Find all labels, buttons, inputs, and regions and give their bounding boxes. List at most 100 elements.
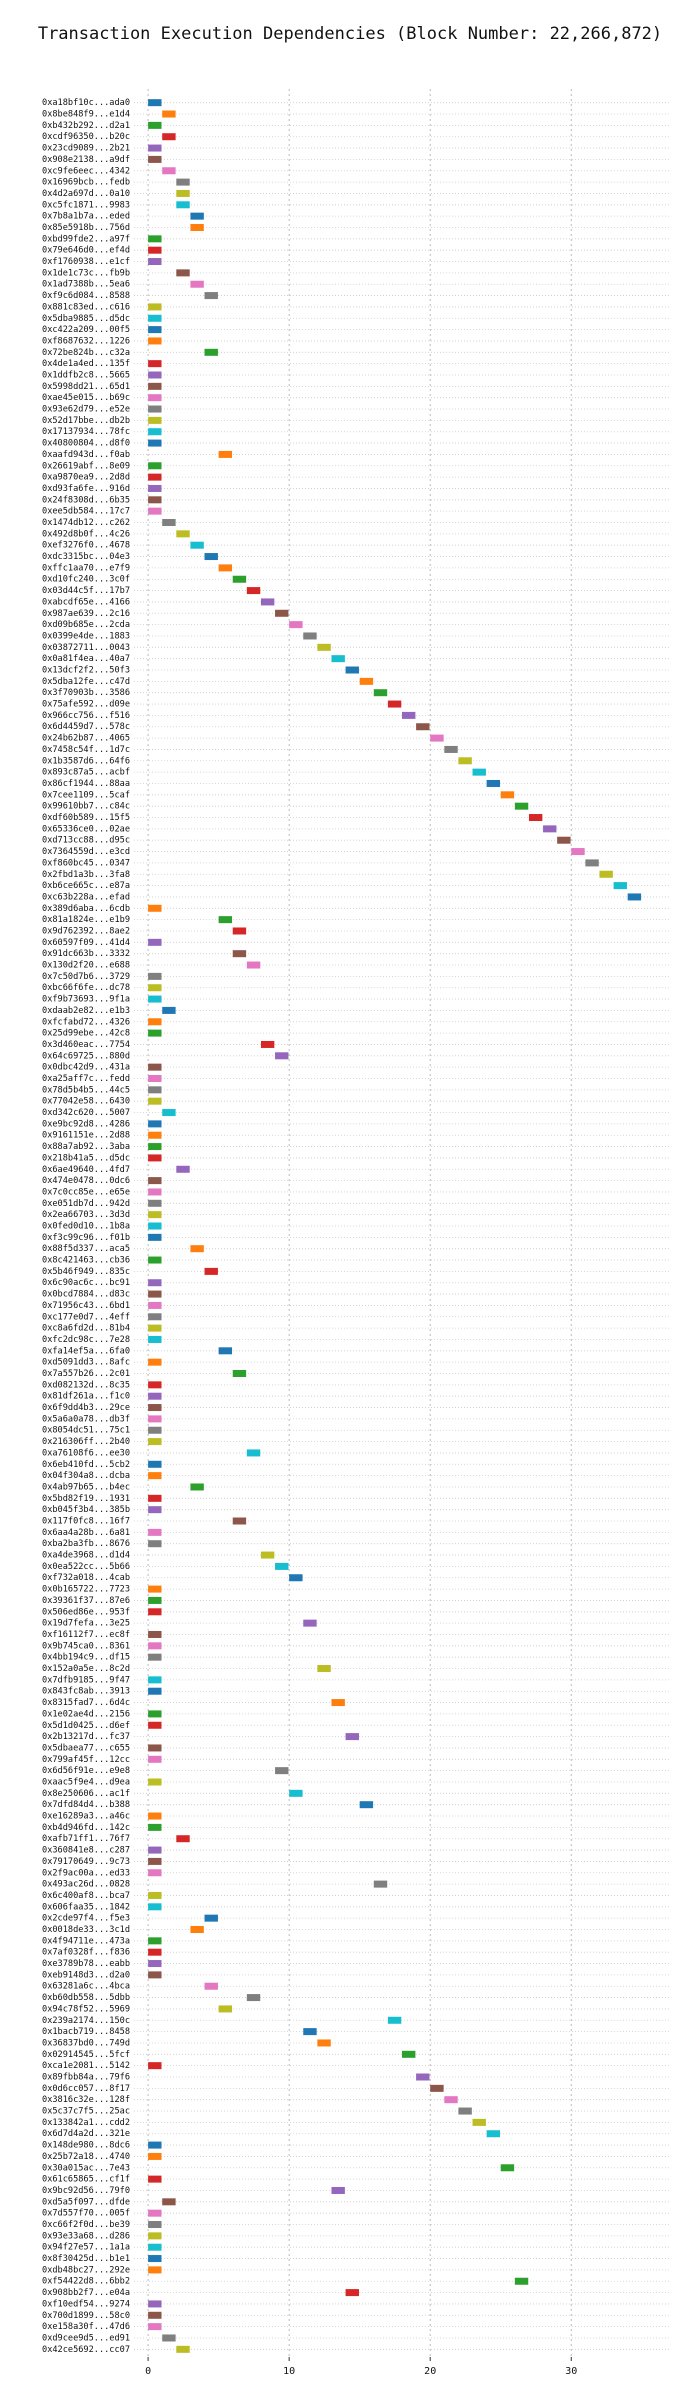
bar [162, 167, 176, 175]
y-tick-label: 0x03d44c5f...17b7 [42, 586, 130, 596]
y-tick-label: 0x77042e58...6430 [42, 1097, 130, 1107]
y-tick-label: 0x4d2a697d...0a10 [42, 189, 130, 199]
y-tick-label: 0x17137934...78fc [42, 427, 130, 437]
y-tick-label: 0x8be848f9...e1d4 [42, 110, 130, 120]
bar [148, 2243, 162, 2251]
bar [148, 121, 162, 129]
y-tick-label: 0xe051db7d...942d [42, 1199, 130, 1209]
bar [148, 1948, 162, 1956]
bar [148, 1891, 162, 1899]
y-tick-label: 0xca1e2081...5142 [42, 2061, 130, 2071]
bar [148, 484, 162, 492]
bar [204, 348, 218, 356]
y-tick-label: 0x40800804...d8f0 [42, 439, 130, 449]
bar [317, 1665, 331, 1673]
bar [148, 303, 162, 311]
bar [345, 1733, 359, 1741]
y-tick-label: 0x7c0cc85e...e65e [42, 1187, 130, 1197]
y-tick-label: 0x3816c32e...128f [42, 2095, 130, 2105]
bar [176, 201, 190, 209]
y-tick-label: 0x88a7ab92...3aba [42, 1142, 130, 1152]
bar [148, 473, 162, 481]
bar [260, 1551, 275, 1559]
bar [204, 1982, 218, 1990]
bar [148, 1324, 162, 1332]
x-tick-label: 20 [424, 2366, 436, 2377]
y-tick-label: 0xa18bf10c...ada0 [42, 98, 130, 108]
bar [557, 836, 571, 844]
y-tick-label: 0x39361f37...87e6 [42, 1596, 130, 1606]
bar [190, 1483, 204, 1491]
bar [148, 1256, 162, 1264]
bar [148, 2300, 162, 2308]
bar [599, 870, 613, 878]
y-tick-label: 0xc177e0d7...4eff [42, 1312, 130, 1322]
y-tick-label: 0xef3276f0...4678 [42, 541, 130, 551]
bar [148, 394, 162, 402]
y-tick-label: 0xf3c99c96...f01b [42, 1233, 130, 1243]
bar [246, 961, 261, 969]
bar [260, 598, 275, 606]
y-tick-label: 0x987ae639...2c16 [42, 609, 130, 619]
bar [148, 1846, 162, 1854]
y-tick-label: 0x93e33a68...d286 [42, 2231, 130, 2241]
y-tick-label: 0x16969bcb...fedb [42, 178, 130, 188]
y-tick-label: 0x606faa35...1842 [42, 1902, 130, 1912]
y-tick-label: 0x2fbd1a3b...3fa8 [42, 870, 130, 880]
y-tick-label: 0x5998dd21...65d1 [42, 382, 130, 392]
x-tick-label: 0 [145, 2366, 151, 2377]
bar [148, 1426, 162, 1434]
y-tick-label: 0x9b745ca0...8361 [42, 1641, 130, 1651]
bar [148, 2232, 162, 2240]
bar [148, 1086, 162, 1094]
bar [148, 2323, 162, 2331]
y-tick-label: 0xb60db558...5dbb [42, 1993, 130, 2003]
y-tick-label: 0x6eb410fd...5cb2 [42, 1460, 130, 1470]
y-tick-label: 0x117f0fc8...16f7 [42, 1517, 130, 1527]
bar [275, 1767, 289, 1775]
y-tick-label: 0x71956c43...6bd1 [42, 1301, 130, 1311]
y-tick-label: 0x0dbc42d9...431a [42, 1063, 130, 1073]
bar [416, 2073, 430, 2081]
bar [416, 723, 430, 731]
y-tick-label: 0xc8a6fd2d...81b4 [42, 1324, 130, 1334]
y-tick-label: 0x1bacb719...8458 [42, 2027, 130, 2037]
y-tick-label: 0xafb71ff1...76f7 [42, 1834, 130, 1844]
y-tick-label: 0xd082132d...8c35 [42, 1380, 130, 1390]
bar [387, 700, 402, 708]
y-tick-label: 0xbd99fde2...a97f [42, 234, 130, 244]
y-tick-label: 0xa9870ea9...2d8d [42, 473, 130, 483]
y-tick-label: 0x5dbaea77...c655 [42, 1743, 130, 1753]
bar [148, 1778, 162, 1786]
y-tick-label: 0x25d99ebe...42c8 [42, 1029, 130, 1039]
y-tick-label: 0xfc2dc98c...7e28 [42, 1335, 130, 1345]
bar [472, 768, 486, 776]
y-tick-label: 0x8315fad7...6d4c [42, 1698, 130, 1708]
bar [148, 462, 162, 470]
y-tick-label: 0x0018de33...3c1d [42, 1925, 130, 1935]
bar [162, 133, 176, 141]
bar [430, 2084, 444, 2092]
y-tick-label: 0x6ae49640...4fd7 [42, 1165, 130, 1175]
y-tick-label: 0xbc66f6fe...dc78 [42, 983, 130, 993]
bar [148, 1823, 162, 1831]
bar [148, 995, 162, 1003]
bar [148, 246, 162, 254]
y-tick-label: 0x799af45f...12cc [42, 1755, 130, 1765]
bar [148, 1301, 162, 1309]
y-tick-label: 0x42ce5692...cc07 [42, 2345, 130, 2355]
bar [148, 382, 162, 390]
bar [232, 950, 247, 958]
bar [148, 1744, 162, 1752]
bar [218, 1347, 233, 1355]
y-tick-label: 0x25b72a18...4740 [42, 2152, 130, 2162]
y-tick-label: 0x5dba12fe...c47d [42, 677, 130, 687]
y-tick-label: 0x0fed0d10...1b8a [42, 1222, 130, 1232]
bar [232, 1370, 247, 1378]
y-tick-label: 0x88f5d337...aca5 [42, 1244, 130, 1254]
y-tick-label: 0xc9fe6eec...4342 [42, 166, 130, 176]
y-tick-label: 0xb045f3b4...385b [42, 1505, 130, 1515]
bar [148, 1120, 162, 1128]
bar [246, 1994, 261, 2002]
